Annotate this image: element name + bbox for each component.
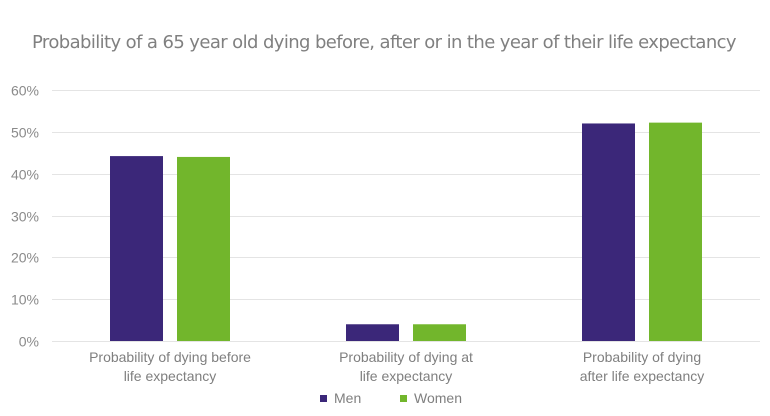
bars: [110, 122, 702, 341]
bar-women-1: [177, 156, 230, 341]
category-label: Probability of dying at: [339, 349, 473, 365]
category-label: Probability of dying: [583, 349, 701, 365]
y-axis: 0% 10% 20% 30% 40% 50% 60%: [11, 83, 39, 350]
y-tick-label: 50%: [11, 125, 39, 141]
bar-men-3: [582, 123, 635, 341]
legend: Men Women: [320, 390, 462, 406]
legend-label-women: Women: [414, 390, 462, 406]
y-tick-label: 60%: [11, 83, 39, 99]
category-label: life expectancy: [124, 368, 217, 384]
category-label: after life expectancy: [580, 368, 705, 384]
y-tick-label: 0%: [19, 334, 39, 350]
y-tick-label: 20%: [11, 250, 39, 266]
chart-title: Probability of a 65 year old dying befor…: [32, 32, 737, 53]
bar-women-2: [413, 324, 466, 341]
y-tick-label: 30%: [11, 209, 39, 225]
legend-swatch-men: [320, 395, 327, 402]
y-tick-label: 10%: [11, 292, 39, 308]
bar-men-1: [110, 156, 163, 341]
category-label: Probability of dying before: [89, 349, 251, 365]
category-label: life expectancy: [360, 368, 453, 384]
legend-swatch-women: [400, 395, 407, 402]
legend-label-men: Men: [334, 390, 361, 406]
bar-men-2: [346, 324, 399, 341]
y-tick-label: 40%: [11, 167, 39, 183]
x-axis: Probability of dying before life expectan…: [89, 349, 704, 384]
gridlines: [52, 90, 760, 342]
bar-women-3: [649, 122, 702, 341]
